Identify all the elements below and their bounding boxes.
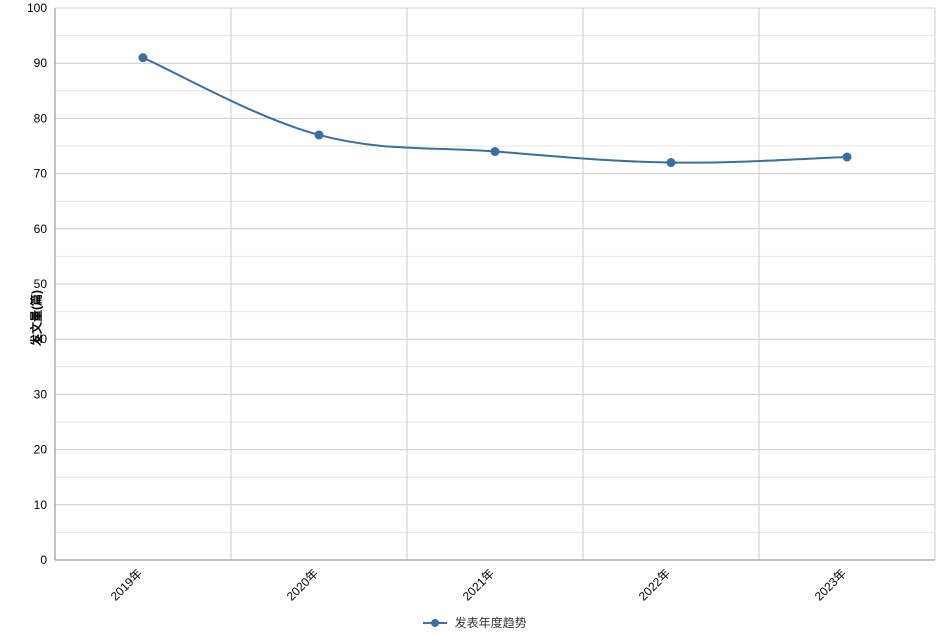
x-tick-label: 2020年 <box>284 566 321 603</box>
legend-marker-icon <box>423 618 447 628</box>
data-point <box>139 54 147 62</box>
data-point <box>491 148 499 156</box>
trend-line <box>143 58 847 163</box>
y-tick-label: 80 <box>34 111 48 125</box>
legend-text: 发表年度趋势 <box>455 616 527 630</box>
y-tick-label: 90 <box>34 56 48 70</box>
data-point <box>843 153 851 161</box>
x-tick-label: 2021年 <box>460 566 497 603</box>
legend: 发表年度趋势 <box>0 614 950 631</box>
x-tick-label: 2022年 <box>636 566 673 603</box>
y-tick-label: 100 <box>27 1 47 15</box>
y-tick-label: 70 <box>34 167 48 181</box>
data-point <box>667 159 675 167</box>
y-tick-label: 20 <box>34 443 48 457</box>
y-tick-label: 60 <box>34 222 48 236</box>
chart-svg: 01020304050607080901002019年2020年2021年202… <box>0 0 950 635</box>
y-axis-label: 发文量(篇) <box>28 290 45 346</box>
y-tick-label: 30 <box>34 387 48 401</box>
y-tick-label: 10 <box>34 498 48 512</box>
y-tick-label: 50 <box>34 277 48 291</box>
data-point <box>315 131 323 139</box>
y-tick-label: 0 <box>40 553 47 567</box>
x-tick-label: 2023年 <box>812 566 849 603</box>
x-tick-label: 2019年 <box>108 566 145 603</box>
line-chart: 01020304050607080901002019年2020年2021年202… <box>0 0 950 635</box>
